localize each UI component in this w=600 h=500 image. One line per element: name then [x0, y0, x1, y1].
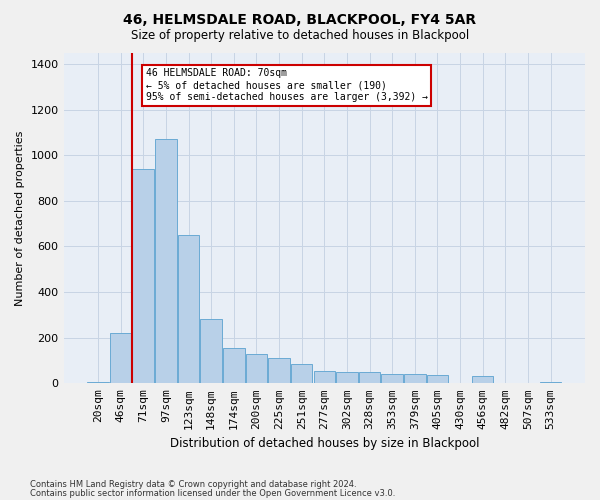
- Text: Size of property relative to detached houses in Blackpool: Size of property relative to detached ho…: [131, 29, 469, 42]
- Bar: [291, 364, 313, 384]
- Bar: [540, 382, 561, 384]
- Bar: [472, 376, 493, 384]
- Bar: [336, 372, 358, 384]
- Bar: [133, 169, 154, 384]
- Bar: [178, 235, 199, 384]
- Text: 46, HELMSDALE ROAD, BLACKPOOL, FY4 5AR: 46, HELMSDALE ROAD, BLACKPOOL, FY4 5AR: [124, 12, 476, 26]
- Bar: [382, 374, 403, 384]
- Text: 46 HELMSDALE ROAD: 70sqm
← 5% of detached houses are smaller (190)
95% of semi-d: 46 HELMSDALE ROAD: 70sqm ← 5% of detache…: [146, 68, 428, 102]
- Bar: [404, 374, 425, 384]
- Bar: [268, 358, 290, 384]
- X-axis label: Distribution of detached houses by size in Blackpool: Distribution of detached houses by size …: [170, 437, 479, 450]
- Bar: [87, 382, 109, 384]
- Bar: [223, 348, 245, 384]
- Bar: [359, 372, 380, 384]
- Text: Contains public sector information licensed under the Open Government Licence v3: Contains public sector information licen…: [30, 488, 395, 498]
- Bar: [200, 320, 222, 384]
- Text: Contains HM Land Registry data © Crown copyright and database right 2024.: Contains HM Land Registry data © Crown c…: [30, 480, 356, 489]
- Bar: [110, 333, 131, 384]
- Bar: [245, 354, 267, 384]
- Bar: [314, 371, 335, 384]
- Bar: [155, 139, 176, 384]
- Bar: [427, 376, 448, 384]
- Y-axis label: Number of detached properties: Number of detached properties: [15, 130, 25, 306]
